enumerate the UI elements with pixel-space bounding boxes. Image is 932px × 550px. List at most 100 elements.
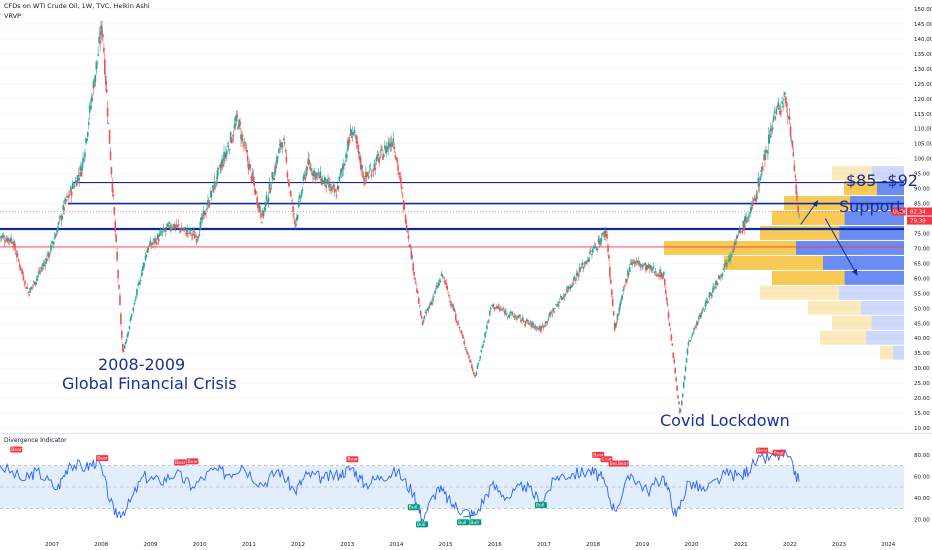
- candle-body: [788, 116, 791, 120]
- candle-body: [228, 149, 231, 151]
- candle-body: [736, 235, 739, 238]
- candle-body: [70, 191, 73, 196]
- candle-body: [625, 279, 627, 283]
- candle-body: [122, 350, 125, 352]
- candle-body: [383, 154, 385, 158]
- candle-body: [775, 108, 778, 115]
- candle-body: [778, 108, 781, 110]
- candle-body: [301, 189, 304, 192]
- candle-body: [5, 238, 8, 241]
- candle-body: [547, 318, 550, 321]
- candle-body: [440, 273, 443, 276]
- candle-body: [120, 313, 122, 324]
- candle-body: [37, 272, 40, 275]
- candle-body: [336, 186, 339, 190]
- candle-body: [156, 234, 159, 240]
- candle-body: [645, 265, 647, 271]
- candle-body: [490, 305, 493, 306]
- candle-body: [325, 184, 327, 188]
- candle-body: [569, 286, 571, 289]
- symbol-tag: USOIL: [893, 209, 908, 215]
- candle-body: [223, 152, 225, 162]
- candle-body: [614, 323, 617, 328]
- candle-body: [507, 315, 510, 317]
- candle-body: [368, 170, 371, 172]
- candle-body: [152, 242, 154, 245]
- candle-body: [143, 264, 146, 266]
- candle-body: [622, 289, 624, 291]
- candle-body: [644, 263, 646, 265]
- candle-body: [776, 106, 779, 108]
- candle-body: [397, 164, 399, 171]
- candle-body: [489, 308, 492, 310]
- candle-body: [202, 211, 204, 217]
- candle-body: [543, 326, 546, 327]
- candle-body: [793, 164, 796, 172]
- candle-body: [712, 287, 714, 293]
- candle-body: [254, 189, 257, 195]
- candle-body: [302, 176, 305, 181]
- bull-marker: [534, 502, 547, 509]
- candle-body: [125, 339, 128, 342]
- candle-body: [389, 143, 392, 147]
- price-tick-label: 55.00: [914, 291, 930, 297]
- candle-body: [79, 166, 82, 171]
- candle-body: [559, 295, 562, 298]
- candle-body: [340, 169, 343, 173]
- candle-body: [461, 334, 464, 336]
- candle-body: [558, 301, 561, 303]
- candle-body: [303, 174, 306, 177]
- candle-body: [734, 243, 737, 245]
- candle-body: [112, 194, 115, 196]
- candle-body: [276, 156, 278, 164]
- candle-body: [424, 311, 427, 313]
- candle-body: [263, 207, 266, 211]
- candle-body: [224, 154, 226, 158]
- candle-body: [627, 270, 629, 276]
- bear-label: Bear: [618, 461, 629, 467]
- candle-body: [403, 207, 406, 209]
- candle-body: [680, 400, 683, 406]
- candle-body: [798, 213, 800, 215]
- price-tick-label: 140.00: [914, 37, 932, 43]
- candle-body: [605, 231, 607, 233]
- candle-body: [516, 317, 519, 318]
- candle-body: [366, 172, 368, 177]
- candle-body: [794, 175, 797, 178]
- candle-body: [770, 128, 773, 131]
- candle-body: [689, 340, 692, 341]
- volume-bar-down: [844, 211, 904, 225]
- candle-body: [188, 228, 190, 230]
- candle-body: [17, 259, 20, 261]
- candle-body: [314, 171, 316, 174]
- candle-body: [421, 321, 424, 326]
- candle-body: [171, 227, 173, 229]
- candle-body: [193, 234, 196, 239]
- candle-body: [130, 315, 133, 319]
- price-chart[interactable]: 150.00 145.00 140.00 135.00 130.00 125.00 120.…: [0, 0, 932, 434]
- candle-body: [174, 224, 176, 229]
- candle-body: [587, 260, 589, 262]
- candle-body: [279, 142, 282, 148]
- candle-body: [135, 297, 137, 299]
- candle-body: [795, 184, 798, 195]
- candle-body: [764, 154, 766, 161]
- candle-body: [556, 305, 558, 306]
- time-tick-label: 2007: [45, 542, 59, 548]
- candle-body: [718, 276, 721, 278]
- candle-body: [558, 305, 560, 307]
- candle-body: [564, 293, 567, 296]
- candle-body: [639, 263, 641, 267]
- candle-body: [513, 316, 516, 318]
- candle-body: [488, 311, 491, 316]
- volume-bar-up: [832, 166, 872, 181]
- candle-body: [537, 327, 539, 329]
- candle-body: [717, 275, 720, 279]
- candle-body: [282, 138, 285, 141]
- candle-body: [709, 292, 711, 295]
- candle-body: [105, 89, 108, 93]
- candle-body: [63, 207, 65, 211]
- candle-body: [148, 244, 151, 247]
